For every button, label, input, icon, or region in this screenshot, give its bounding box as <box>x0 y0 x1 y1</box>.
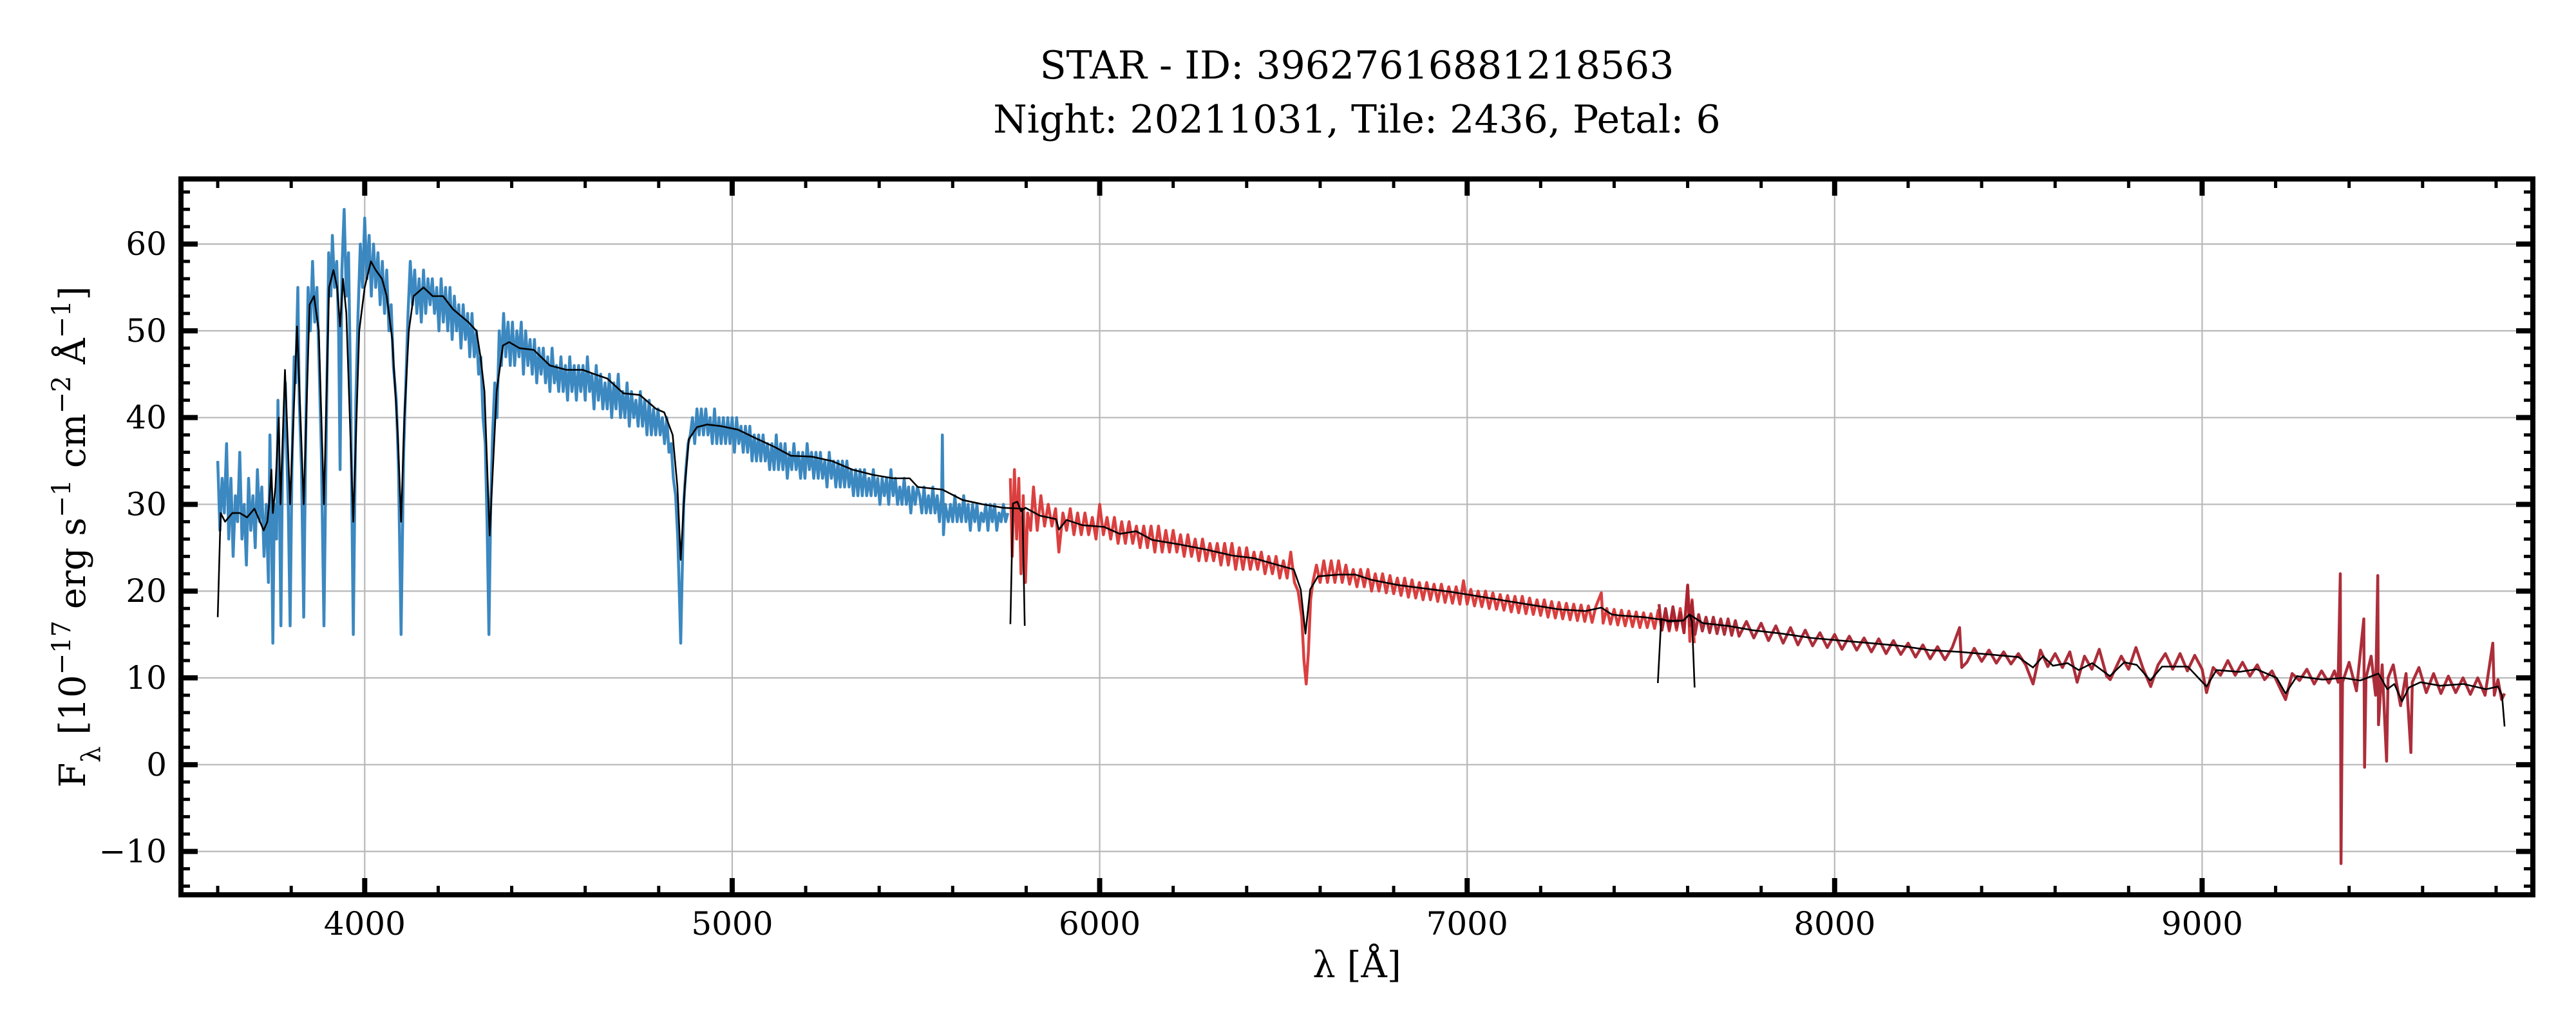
chart-title-line-1: STAR - ID: 39627616881218563 <box>1040 43 1674 88</box>
flux-line-z-arm <box>1657 572 2506 865</box>
x-tick-label: 6000 <box>1059 905 1141 942</box>
tick-labels: 4000 5000 6000 7000 8000 9000 −10 0 10 20 30 40 50 60 <box>99 225 2243 942</box>
x-tick-label: 5000 <box>691 905 773 942</box>
x-axis-label: λ [Å] <box>1312 943 1401 986</box>
model-line-b-arm <box>216 260 1026 626</box>
y-tick-label: 0 <box>146 746 167 783</box>
x-tick-label: 7000 <box>1426 905 1508 942</box>
x-tick-label: 9000 <box>2161 905 2243 942</box>
chart-title-line-2: Night: 20211031, Tile: 2436, Petal: 6 <box>993 97 1720 142</box>
x-tick-label: 4000 <box>324 905 406 942</box>
model-line-r-arm <box>1009 501 1696 688</box>
y-tick-label: −10 <box>99 833 167 870</box>
y-tick-label: 10 <box>126 659 167 697</box>
model-line-z-arm <box>1657 613 2506 727</box>
y-tick-label: 50 <box>126 312 167 350</box>
y-tick-label: 30 <box>126 485 167 523</box>
y-tick-label: 40 <box>126 399 167 436</box>
grid-lines <box>181 179 2533 895</box>
x-tick-label: 8000 <box>1794 905 1875 942</box>
y-axis-label: Fλ [10−17 erg s−1 cm−2 Å−1] <box>47 286 106 788</box>
y-tick-label: 20 <box>126 572 167 610</box>
y-tick-label: 60 <box>126 225 167 263</box>
axes-frame <box>178 176 2535 897</box>
plot-area <box>216 207 2506 865</box>
flux-line-b-arm <box>216 207 1010 645</box>
